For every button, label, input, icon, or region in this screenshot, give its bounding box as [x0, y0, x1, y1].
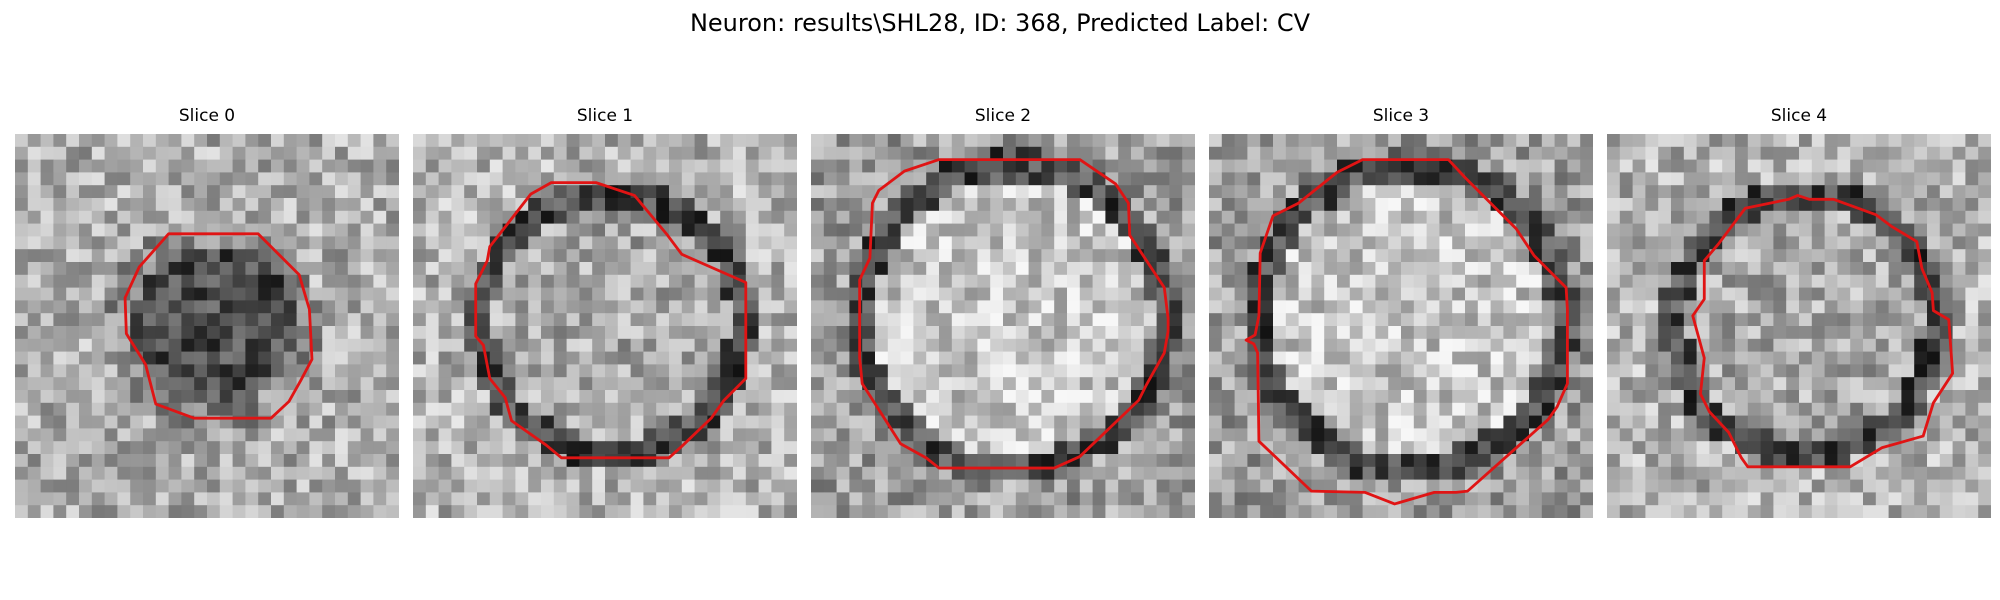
roi-contour	[1691, 194, 1955, 469]
roi-contour	[1244, 158, 1569, 506]
slice-image-2	[811, 134, 1195, 518]
slice-title-0: Slice 0	[178, 106, 236, 126]
slice-title-4: Slice 4	[1770, 106, 1828, 126]
figure-title: Neuron: results\SHL28, ID: 368, Predicte…	[689, 9, 1311, 37]
slice-title-3: Slice 3	[1372, 106, 1430, 126]
roi-contour	[858, 158, 1170, 470]
slice-title-1: Slice 1	[576, 106, 634, 126]
slice-image-3	[1209, 134, 1593, 518]
slice-image-1	[413, 134, 797, 518]
roi-contour	[474, 181, 748, 460]
slice-image-0	[15, 134, 399, 518]
roi-contour	[123, 232, 314, 420]
slice-image-4	[1607, 134, 1991, 518]
slice-title-2: Slice 2	[974, 106, 1032, 126]
